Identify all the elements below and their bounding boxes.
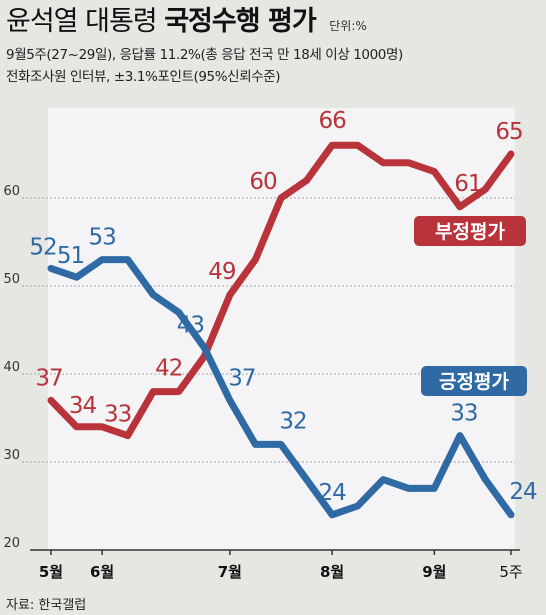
x-tick-label: 5월 <box>39 563 63 581</box>
plot-area <box>48 108 515 550</box>
x-tick-label: 9월 <box>422 563 446 581</box>
chart-title-part2: 국정수행 평가 <box>164 6 316 37</box>
data-label-negative: 49 <box>208 259 236 285</box>
data-label-negative: 37 <box>35 365 62 391</box>
y-tick-label: 40 <box>3 360 20 375</box>
data-label-negative: 66 <box>318 108 346 134</box>
legend-box-negative <box>414 216 526 246</box>
legend-label-negative: 부정평가 <box>435 221 505 243</box>
data-label-positive: 24 <box>509 479 537 505</box>
data-label-positive: 43 <box>177 313 204 339</box>
survey-note-line1: 9월5주(27~29일), 응답률 11.2%(총 응답 전국 만 18세 이상… <box>6 47 403 63</box>
x-tick-label: 8월 <box>320 563 344 581</box>
chart-title-part1: 윤석열 대통령 <box>6 6 158 37</box>
source-label: 자료: 한국갤럽 <box>6 598 87 613</box>
survey-note-line2: 전화조사원 인터뷰, ±3.1%포인트(95%신뢰수준) <box>6 69 281 85</box>
chart-header: 윤석열 대통령 국정수행 평가 단위:% 9월5주(27~29일), 응답률 1… <box>6 4 542 88</box>
data-label-negative: 42 <box>155 356 182 382</box>
legend-box-positive <box>421 366 527 396</box>
y-tick-label: 60 <box>3 184 20 199</box>
data-label-negative: 60 <box>249 169 277 195</box>
data-label-positive: 37 <box>228 365 255 391</box>
unit-label: 단위:% <box>329 19 367 33</box>
data-label-positive: 53 <box>88 225 115 251</box>
x-tick-label: 6월 <box>90 563 114 581</box>
data-label-positive: 33 <box>450 401 477 427</box>
x-tick-label: 5주 <box>499 563 522 581</box>
data-label-negative: 65 <box>495 119 522 145</box>
legend-label-positive: 긍정평가 <box>439 371 509 393</box>
y-tick-label: 20 <box>3 536 20 551</box>
data-label-negative: 61 <box>454 171 481 197</box>
y-tick-label: 30 <box>3 448 20 463</box>
data-label-positive: 52 <box>29 234 56 260</box>
data-label-negative: 33 <box>104 402 131 428</box>
chart-title: 윤석열 대통령 국정수행 평가 단위:% <box>6 4 542 44</box>
data-label-positive: 32 <box>279 408 306 434</box>
x-tick-label: 7월 <box>218 563 242 581</box>
data-label-negative: 34 <box>69 393 97 419</box>
data-label-positive: 51 <box>57 243 84 269</box>
data-label-positive: 24 <box>318 480 346 506</box>
y-tick-label: 50 <box>3 272 20 287</box>
